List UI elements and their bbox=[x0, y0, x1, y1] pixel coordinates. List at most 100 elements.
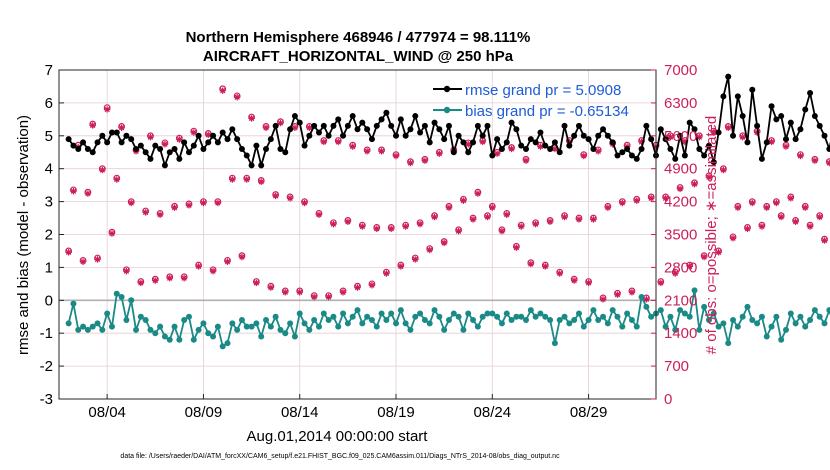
y-left-tick-label: 5 bbox=[45, 128, 53, 145]
bias-point bbox=[185, 313, 192, 320]
bias-point bbox=[210, 333, 217, 340]
obs-assimilated-point bbox=[171, 204, 178, 211]
obs-assimilated-point bbox=[595, 148, 602, 155]
y-right-tick-label: 4200 bbox=[664, 194, 697, 211]
bias-point bbox=[498, 320, 505, 327]
obs-assimilated-point bbox=[556, 270, 563, 277]
bias-point bbox=[152, 330, 159, 337]
bias-point bbox=[604, 320, 611, 327]
bias-point bbox=[523, 317, 530, 324]
bias-point bbox=[393, 320, 400, 327]
rmse-point bbox=[171, 145, 178, 152]
y-right-tick-label: 1400 bbox=[664, 325, 697, 342]
rmse-point bbox=[489, 152, 496, 159]
rmse-point bbox=[648, 136, 655, 143]
rmse-point bbox=[787, 119, 794, 126]
rmse-point bbox=[344, 122, 351, 129]
obs-assimilated-point bbox=[339, 289, 347, 296]
obs-assimilated-point bbox=[672, 270, 679, 277]
obs-assimilated-point bbox=[749, 199, 756, 207]
rmse-point bbox=[224, 136, 231, 143]
rmse-point bbox=[474, 122, 481, 129]
bias-point bbox=[234, 326, 241, 333]
obs-assimilated-point bbox=[152, 277, 159, 284]
rmse-point bbox=[364, 126, 371, 133]
bias-point bbox=[580, 323, 587, 330]
obs-assimilated-point bbox=[667, 134, 674, 141]
obs-assimilated-point bbox=[570, 277, 578, 284]
bias-point bbox=[142, 317, 149, 324]
rmse-point bbox=[465, 149, 472, 156]
obs-assimilated-point bbox=[503, 211, 510, 218]
obs-assimilated-point bbox=[638, 138, 645, 146]
rmse-point bbox=[484, 122, 491, 129]
rmse-point bbox=[108, 129, 115, 136]
x-tick-label: 08/14 bbox=[281, 404, 319, 421]
obs-assimilated-point bbox=[147, 134, 154, 141]
rmse-point bbox=[258, 162, 265, 169]
y-axis-left-label: rmse and bias (model - observation) bbox=[15, 115, 32, 355]
obs-assimilated-point bbox=[412, 256, 419, 263]
bias-point bbox=[619, 323, 626, 330]
bias-point bbox=[301, 320, 308, 327]
obs-assimilated-point bbox=[580, 152, 587, 160]
series-layer bbox=[59, 73, 830, 350]
obs-assimilated-point bbox=[272, 192, 279, 200]
rmse-point bbox=[547, 145, 554, 152]
obs-assimilated-point bbox=[720, 166, 727, 174]
bias-point bbox=[364, 313, 371, 320]
obs-assimilated-point bbox=[493, 150, 501, 157]
bias-point bbox=[643, 303, 650, 310]
bias-point bbox=[474, 323, 481, 330]
rmse-point bbox=[744, 139, 751, 146]
bias-point bbox=[94, 320, 101, 327]
rmse-point bbox=[571, 132, 578, 139]
rmse-point bbox=[417, 129, 424, 136]
rmse-point bbox=[479, 132, 486, 139]
bias-point bbox=[826, 307, 830, 314]
obs-assimilated-point bbox=[647, 195, 655, 202]
rmse-point bbox=[75, 145, 82, 152]
obs-assimilated-point bbox=[532, 220, 539, 228]
obs-assimilated-point bbox=[397, 263, 405, 270]
rmse-point bbox=[715, 129, 722, 136]
rmse-point bbox=[267, 136, 274, 143]
rmse-point bbox=[590, 145, 597, 152]
bias-point bbox=[792, 320, 799, 327]
bias-point bbox=[147, 326, 154, 333]
obs-assimilated-point bbox=[373, 225, 380, 233]
rmse-point bbox=[556, 149, 563, 156]
bias-point bbox=[412, 313, 419, 320]
obs-assimilated-point bbox=[378, 148, 385, 155]
obs-assimilated-point bbox=[604, 204, 612, 211]
obs-assimilated-point bbox=[123, 267, 130, 275]
bias-point bbox=[306, 326, 313, 333]
bias-points bbox=[65, 287, 830, 350]
rmse-point bbox=[291, 113, 298, 120]
obs-assimilated-point bbox=[118, 124, 125, 132]
bias-point bbox=[513, 313, 520, 320]
rmse-point bbox=[147, 155, 154, 162]
obs-assimilated-point bbox=[407, 159, 414, 167]
rmse-point bbox=[354, 126, 361, 133]
y-right-tick-label: 5600 bbox=[664, 128, 697, 145]
bias-point bbox=[705, 317, 712, 324]
obs-assimilated-point bbox=[306, 124, 313, 132]
obs-assimilated-point bbox=[744, 225, 751, 233]
bias-point bbox=[778, 336, 785, 343]
rmse-point bbox=[441, 136, 448, 143]
bias-point bbox=[378, 310, 385, 317]
y-left-tick-label: 3 bbox=[45, 194, 53, 211]
rmse-point bbox=[181, 139, 188, 146]
bias-point bbox=[773, 313, 780, 320]
rmse-point bbox=[513, 126, 520, 133]
rmse-point bbox=[580, 132, 587, 139]
bias-point bbox=[344, 320, 351, 327]
rmse-point bbox=[94, 139, 101, 146]
bias-point bbox=[696, 326, 703, 333]
bias-point bbox=[205, 330, 212, 337]
legend-bias-marker bbox=[443, 106, 451, 114]
bias-point bbox=[436, 313, 443, 320]
obs-assimilated-point bbox=[739, 134, 746, 141]
